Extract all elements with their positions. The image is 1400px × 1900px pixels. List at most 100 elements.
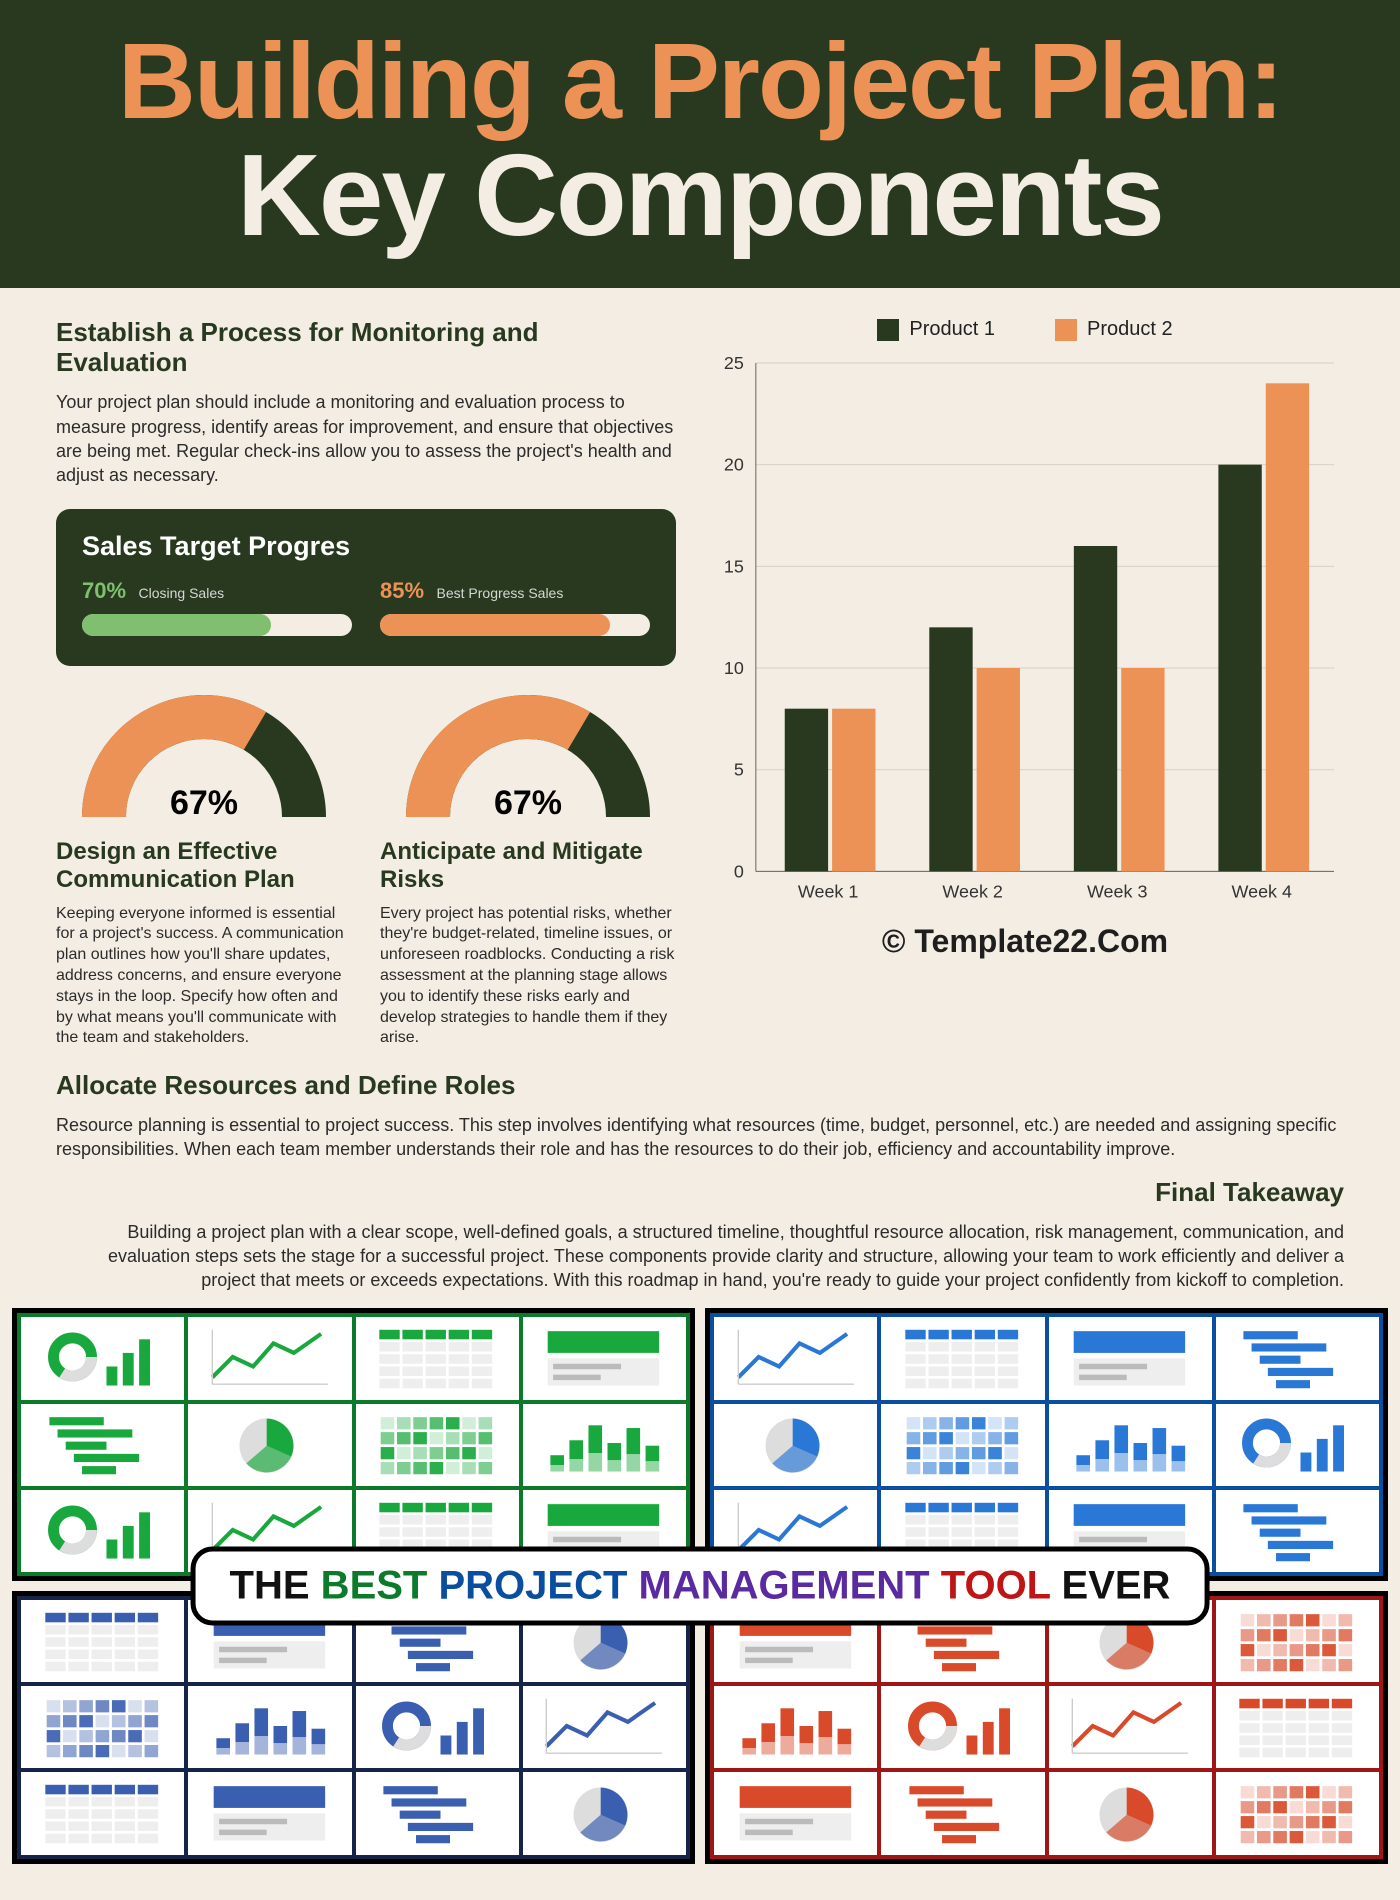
collage-tile [1216, 1772, 1379, 1854]
banner-word: MANAGEMENT [639, 1564, 941, 1608]
takeaway-section: Final Takeaway Building a project plan w… [0, 1168, 1400, 1299]
collage-tile [714, 1772, 877, 1854]
chart-legend: Product 1 Product 2 [706, 318, 1344, 341]
collage-quadrant [705, 1308, 1388, 1581]
svg-text:Week 2: Week 2 [942, 882, 1003, 902]
collage-tile [21, 1772, 184, 1854]
collage-tile [1216, 1686, 1379, 1768]
gauge-communication: 67% Design an Effective Communication Pl… [56, 692, 352, 1049]
collage-tile [881, 1404, 1044, 1486]
collage-tile [881, 1317, 1044, 1399]
watermark-text: © Template22.Com [706, 923, 1344, 960]
gauge-value: 67% [170, 784, 238, 822]
gauge-title: Design an Effective Communication Plan [56, 838, 352, 893]
progress-track [380, 614, 650, 636]
collage-tile [356, 1686, 519, 1768]
banner-word: THE [230, 1564, 321, 1608]
collage-tile [1216, 1404, 1379, 1486]
gauge-title: Anticipate and Mitigate Risks [380, 838, 676, 893]
legend-label: Product 1 [909, 318, 995, 341]
takeaway-body: Building a project plan with a clear sco… [56, 1220, 1344, 1293]
collage-tile [21, 1404, 184, 1486]
svg-text:Week 4: Week 4 [1232, 882, 1293, 902]
monitoring-body: Your project plan should include a monit… [56, 390, 676, 487]
gauge-risks: 67% Anticipate and Mitigate Risks Every … [380, 692, 676, 1049]
collage-tile [356, 1772, 519, 1854]
collage-tile [1049, 1317, 1212, 1399]
collage-tile [356, 1404, 519, 1486]
hero-title-line2: Key Components [20, 136, 1380, 254]
gauge-value: 67% [494, 784, 562, 822]
progress-track [82, 614, 352, 636]
banner-word: TOOL [941, 1564, 1062, 1608]
template-collage: THE BEST PROJECT MANAGEMENT TOOL EVER [0, 1298, 1400, 1874]
collage-banner: THE BEST PROJECT MANAGEMENT TOOL EVER [191, 1547, 1210, 1626]
collage-tile [714, 1404, 877, 1486]
collage-tile [21, 1490, 184, 1572]
main-grid: Establish a Process for Monitoring and E… [0, 288, 1400, 1061]
svg-text:20: 20 [724, 455, 744, 475]
collage-tile [714, 1686, 877, 1768]
legend-item: Product 2 [1055, 318, 1173, 341]
allocate-body: Resource planning is essential to projec… [56, 1113, 1344, 1162]
svg-text:10: 10 [724, 658, 744, 678]
svg-text:0: 0 [734, 862, 744, 882]
svg-text:15: 15 [724, 557, 744, 577]
progress-fill [380, 614, 610, 636]
metric-closing-sales: 70% Closing Sales [82, 578, 352, 636]
gauge-chart-icon: 67% [79, 692, 329, 832]
allocate-section: Allocate Resources and Define Roles Reso… [0, 1061, 1400, 1167]
collage-tile [21, 1686, 184, 1768]
collage-tile [21, 1600, 184, 1682]
progress-fill [82, 614, 271, 636]
banner-word: BEST [321, 1564, 439, 1608]
svg-text:25: 25 [724, 353, 744, 373]
legend-label: Product 2 [1087, 318, 1173, 341]
legend-swatch-icon [877, 319, 899, 341]
collage-tile [188, 1404, 351, 1486]
collage-tile [188, 1686, 351, 1768]
collage-quadrant [705, 1591, 1388, 1864]
collage-tile [523, 1317, 686, 1399]
sales-target-card: Sales Target Progres 70% Closing Sales 8… [56, 509, 676, 666]
hero-title-line1: Building a Project Plan: [20, 26, 1380, 136]
metric-label: Closing Sales [139, 585, 225, 601]
gauge-chart-icon: 67% [403, 692, 653, 832]
collage-tile [1049, 1772, 1212, 1854]
collage-tile [523, 1404, 686, 1486]
collage-tile [523, 1686, 686, 1768]
svg-text:Week 1: Week 1 [798, 882, 859, 902]
collage-tile [356, 1317, 519, 1399]
collage-tile [1216, 1600, 1379, 1682]
allocate-title: Allocate Resources and Define Roles [56, 1071, 1344, 1101]
collage-tile [1216, 1490, 1379, 1572]
collage-tile [188, 1317, 351, 1399]
right-column: Product 1 Product 2 0 5 10 15 20 25 Week 1 Week… [706, 318, 1344, 1049]
svg-text:5: 5 [734, 760, 744, 780]
hero: Building a Project Plan: Key Components [0, 0, 1400, 288]
legend-item: Product 1 [877, 318, 995, 341]
collage-tile [881, 1772, 1044, 1854]
collage-tile [188, 1772, 351, 1854]
metric-label: Best Progress Sales [437, 585, 564, 601]
banner-word: PROJECT [438, 1564, 638, 1608]
banner-word: EVER [1062, 1564, 1171, 1608]
left-column: Establish a Process for Monitoring and E… [56, 318, 676, 1049]
collage-tile [523, 1772, 686, 1854]
gauge-body: Every project has potential risks, wheth… [380, 904, 676, 1050]
sales-card-title: Sales Target Progres [82, 531, 650, 562]
collage-quadrant [12, 1308, 695, 1581]
collage-quadrant [12, 1591, 695, 1864]
sales-metrics-row: 70% Closing Sales 85% Best Progress Sale… [82, 578, 650, 636]
legend-swatch-icon [1055, 319, 1077, 341]
collage-tile [1049, 1404, 1212, 1486]
takeaway-title: Final Takeaway [56, 1178, 1344, 1208]
monitoring-title: Establish a Process for Monitoring and E… [56, 318, 676, 378]
collage-tile [1049, 1686, 1212, 1768]
product-bar-chart: 0510152025Week 1Week 2Week 3Week 4 [706, 353, 1344, 911]
collage-tile [21, 1317, 184, 1399]
collage-tile [714, 1317, 877, 1399]
metric-pct: 70% [82, 578, 126, 603]
collage-tile [881, 1686, 1044, 1768]
collage-tile [1216, 1317, 1379, 1399]
